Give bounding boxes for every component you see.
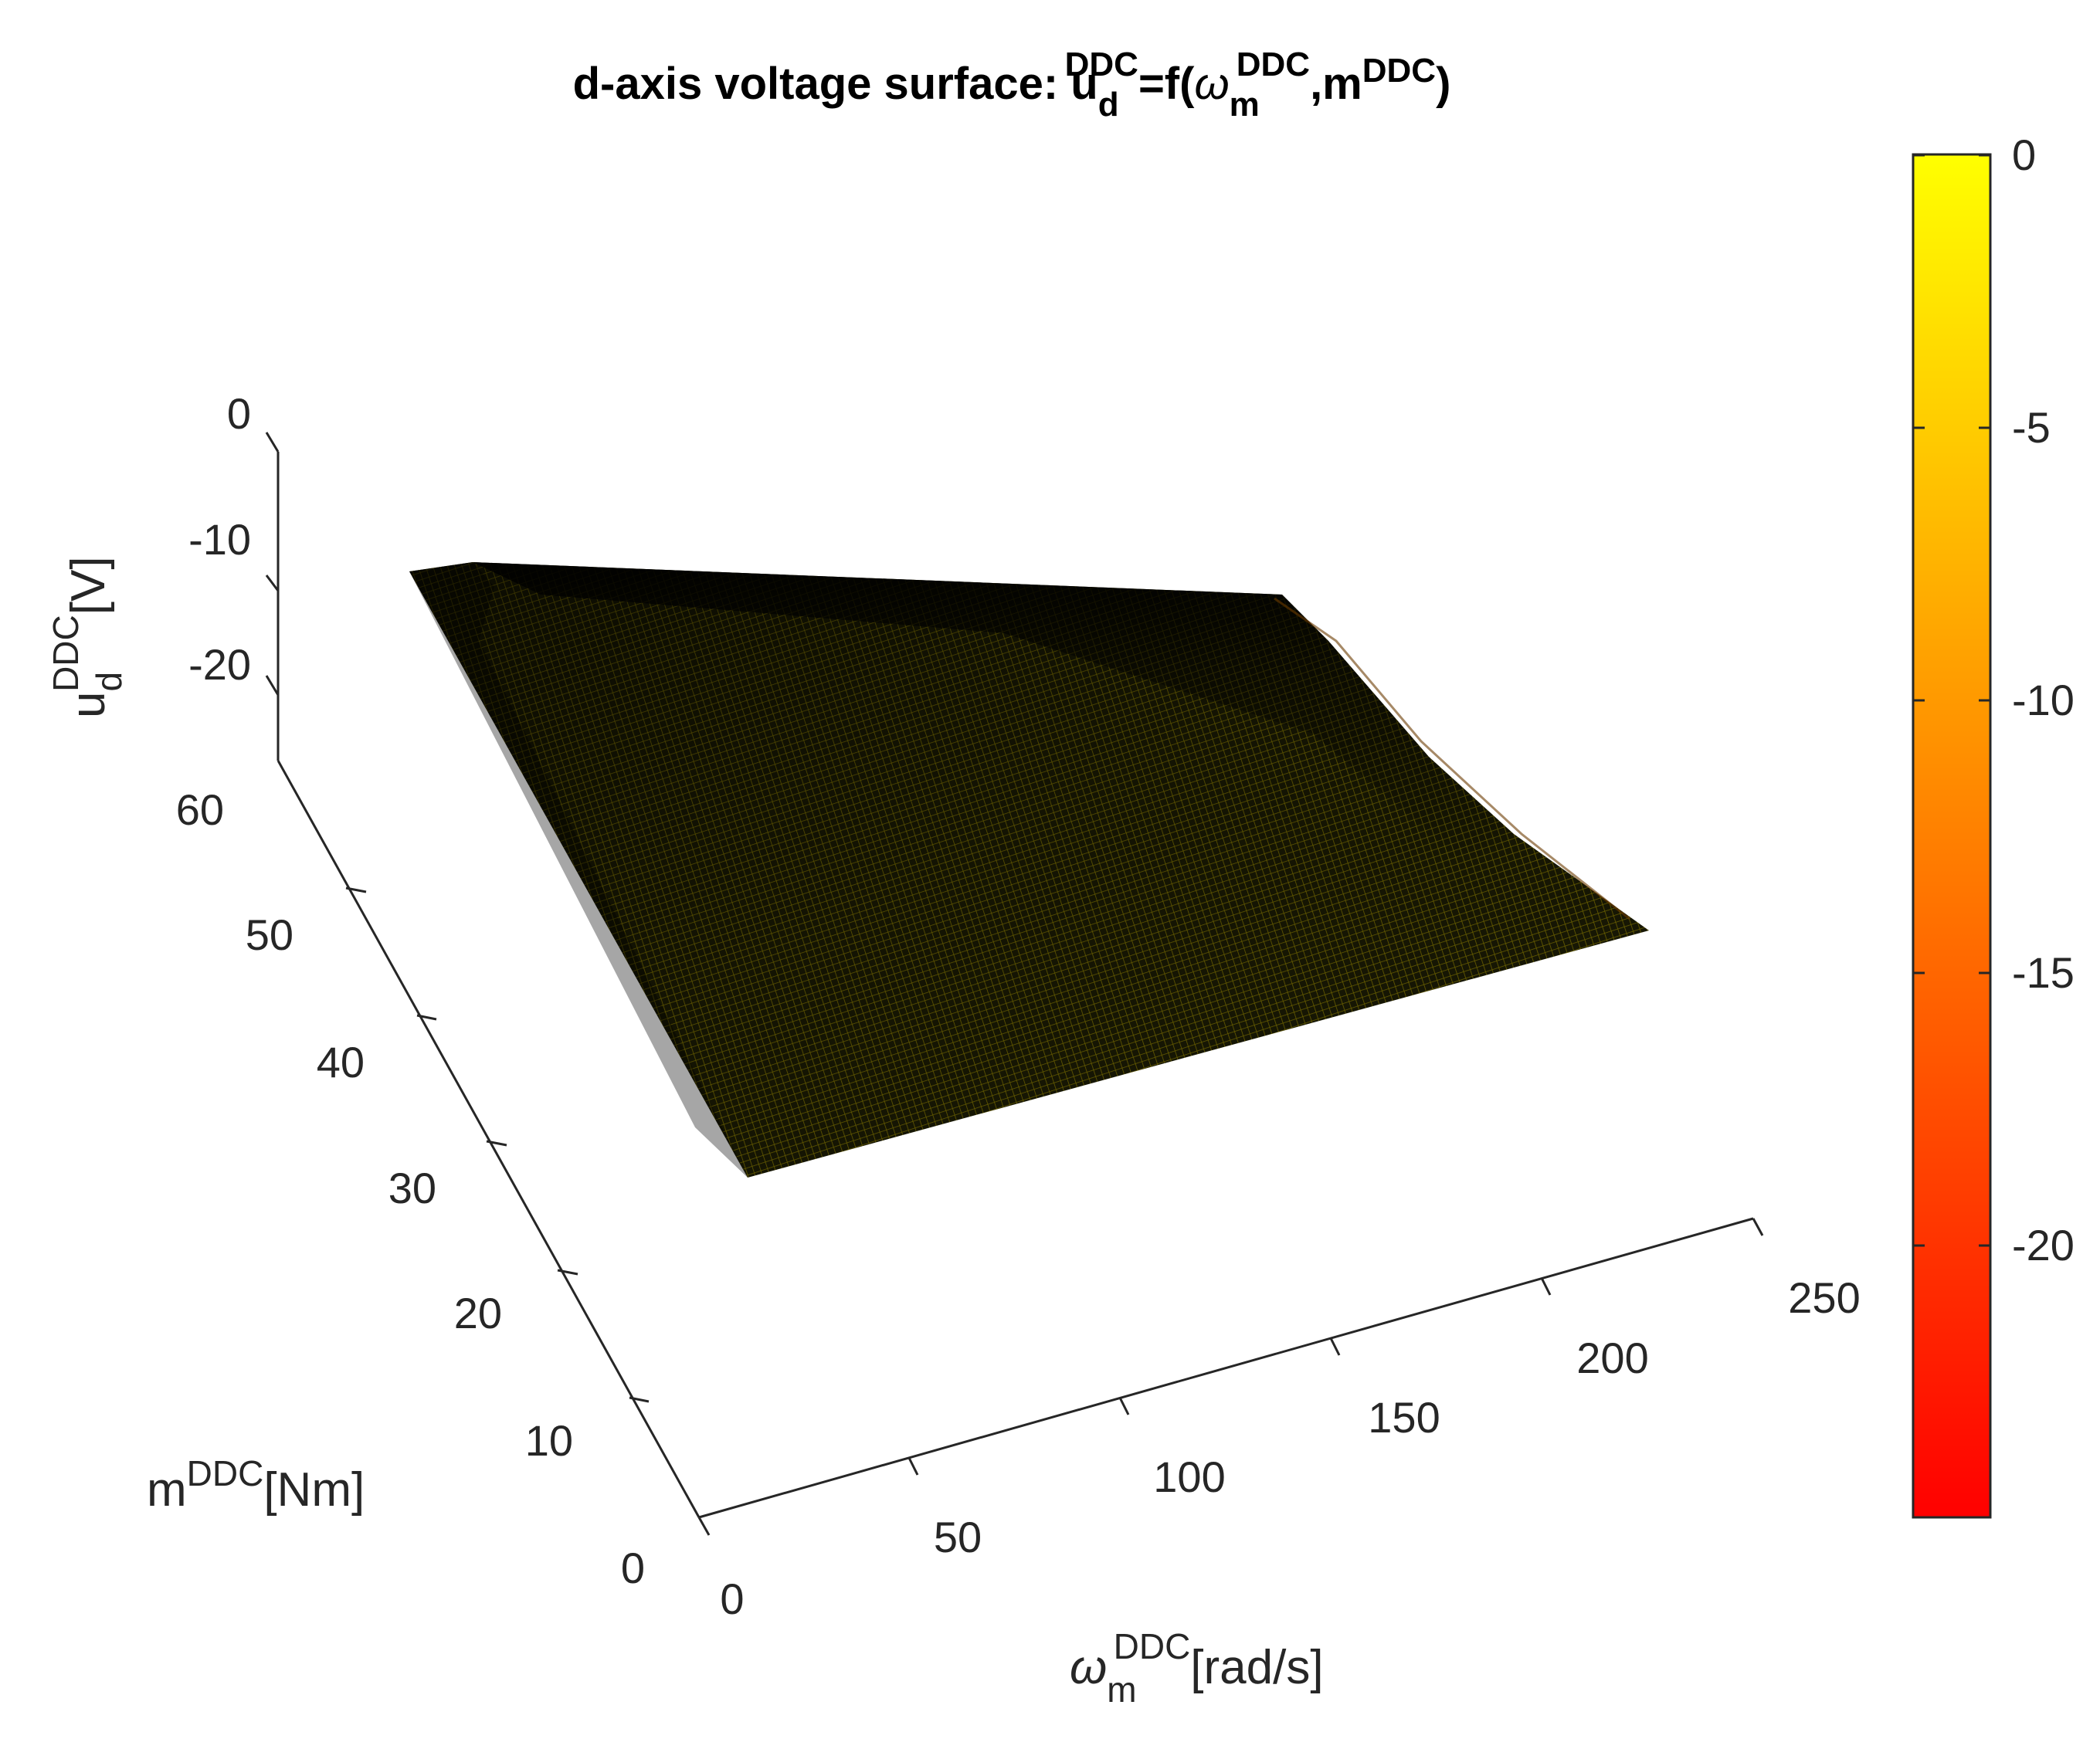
- y-tick-40: 40: [317, 1038, 365, 1086]
- axes: [265, 432, 1764, 1536]
- x-axis-line: [698, 1217, 1754, 1519]
- x-tick-250: 250: [1788, 1273, 1860, 1322]
- x-tick-0: 0: [720, 1574, 744, 1623]
- x-tick-mark-100: [1118, 1397, 1130, 1415]
- y-axis-label: mDDC[Nm]: [147, 1453, 365, 1517]
- z-tick-labels: 0 -10 -20: [188, 389, 251, 689]
- surface-ridge: [1274, 597, 1630, 920]
- y-tick-0: 0: [621, 1544, 645, 1592]
- x-axis-start-tick: [697, 1517, 711, 1536]
- y-tick-mark-20: [557, 1269, 578, 1276]
- y-tick-mark-50: [345, 886, 367, 893]
- x-tick-mark-150: [1329, 1337, 1341, 1356]
- surface-plot: [409, 562, 1649, 1178]
- x-tick-50: 50: [934, 1513, 982, 1561]
- z-tick-10: -10: [188, 515, 251, 564]
- colorbar-tick-labels: 0 -5 -10 -15 -20: [2012, 130, 2075, 1269]
- svg-text:udDDC[V]: udDDC[V]: [46, 556, 129, 718]
- z-tick-20: -20: [188, 640, 251, 689]
- z-axis-top-tick: [265, 432, 280, 453]
- z-axis-label: udDDC[V]: [46, 556, 129, 718]
- surface-top-dark: [473, 562, 1514, 865]
- y-tick-10: 10: [525, 1416, 573, 1465]
- cb-tick-10: -10: [2012, 676, 2075, 724]
- cb-tick-0: 0: [2012, 130, 2036, 179]
- surface-shade: [409, 562, 1649, 1178]
- z-tick-mark-20: [265, 675, 280, 696]
- y-tick-labels: 0 10 20 30 40 50 60: [176, 785, 645, 1592]
- surface-left-fold: [409, 562, 748, 1178]
- y-tick-mark-40: [416, 1014, 437, 1021]
- x-tick-100: 100: [1153, 1452, 1225, 1501]
- colorbar-gradient: [1912, 153, 1992, 1519]
- colorbar: [1912, 153, 1992, 1519]
- cb-tick-15: -15: [2012, 948, 2075, 997]
- x-tick-mark-50: [908, 1457, 919, 1476]
- y-tick-20: 20: [454, 1289, 502, 1337]
- x-tick-mark-200: [1540, 1277, 1552, 1296]
- y-tick-60: 60: [176, 785, 224, 834]
- chart-title: d-axis voltage surface: udDDC=f(ωmDDC,mD…: [573, 46, 1451, 124]
- cb-tick-20: -20: [2012, 1221, 2075, 1269]
- z-tick-0: 0: [227, 389, 251, 438]
- y-tick-mark-30: [486, 1140, 507, 1147]
- z-tick-mark-10: [265, 575, 280, 591]
- x-tick-150: 150: [1368, 1393, 1440, 1442]
- x-axis-label: ωmDDC[rad/s]: [1070, 1626, 1324, 1710]
- y-tick-mark-10: [629, 1396, 650, 1403]
- x-tick-labels: 0 50 100 150 200 250: [720, 1273, 1860, 1623]
- cb-tick-5: -5: [2012, 403, 2051, 452]
- x-axis-end-tick: [1752, 1218, 1764, 1236]
- y-axis-line: [276, 760, 701, 1518]
- y-tick-50: 50: [246, 910, 293, 959]
- y-tick-30: 30: [388, 1164, 436, 1212]
- x-tick-200: 200: [1576, 1334, 1648, 1382]
